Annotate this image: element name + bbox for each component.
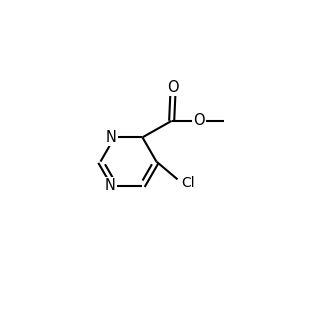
Text: O: O bbox=[167, 80, 179, 95]
Text: N: N bbox=[106, 130, 117, 145]
Text: Cl: Cl bbox=[181, 176, 195, 190]
Text: N: N bbox=[105, 178, 115, 193]
Text: O: O bbox=[193, 113, 205, 128]
